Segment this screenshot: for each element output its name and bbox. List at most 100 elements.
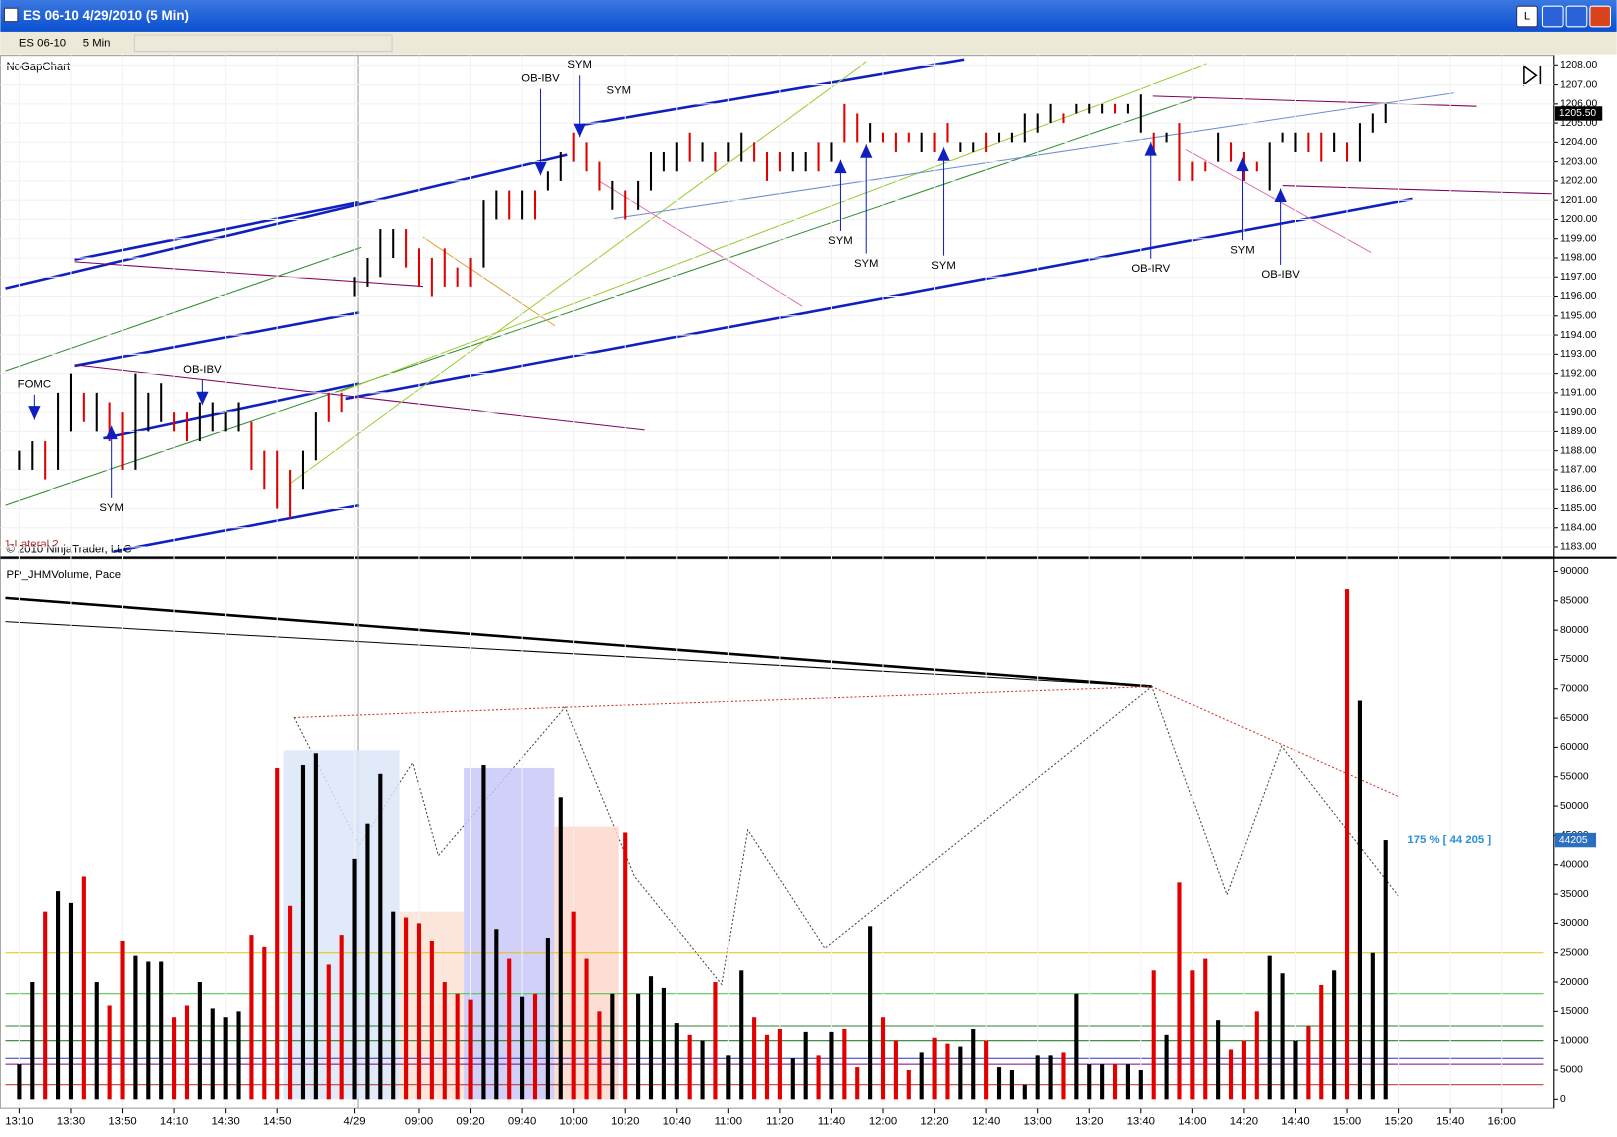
volume-bar (984, 1040, 989, 1100)
x-tick-label: 09:40 (508, 1116, 536, 1128)
toolbar-icons[interactable] (133, 34, 393, 53)
volume-bar (1061, 1052, 1066, 1100)
volume-bar (1164, 1034, 1169, 1100)
trend-line (613, 92, 1454, 220)
volume-bar (1267, 955, 1272, 1100)
trend-line (345, 197, 1413, 401)
close-button[interactable] (1589, 5, 1611, 28)
volume-bar (288, 905, 293, 1100)
volume-bar (1306, 1026, 1311, 1100)
y-tick-label: 1184.00 (1560, 522, 1597, 533)
y-tick-label: 1203.00 (1560, 156, 1597, 167)
volume-bar (30, 982, 35, 1100)
trend-line (1152, 95, 1477, 107)
instrument-selector[interactable]: ES 06-10 (19, 37, 66, 49)
volume-bar (726, 1055, 731, 1100)
x-tick-label: 14:40 (1281, 1116, 1309, 1128)
x-tick-label: 13:20 (1075, 1116, 1103, 1128)
volume-bar (1383, 840, 1388, 1100)
y-tick-label: 65000 (1560, 713, 1589, 724)
x-tick-label: 11:40 (818, 1116, 846, 1128)
y-tick-label: 1196.00 (1560, 291, 1597, 302)
volume-bar (275, 767, 280, 1100)
volume-bar (803, 1031, 808, 1100)
volume-bar (661, 987, 666, 1100)
volume-bar (829, 1031, 834, 1100)
annotation: OB-IBV (1261, 269, 1300, 281)
x-tick-label: 14:30 (211, 1116, 239, 1128)
volume-bar (17, 1064, 22, 1100)
volume-bar (700, 1040, 705, 1100)
trend-line (577, 58, 965, 128)
x-tick-label: 11:20 (766, 1116, 794, 1128)
volume-trend-line (5, 596, 1152, 688)
price-panel (0, 55, 1555, 558)
trend-line (288, 61, 867, 485)
x-tick-label: 12:00 (869, 1116, 897, 1128)
period-selector[interactable]: 5 Min (83, 37, 111, 49)
y-tick-label: 1193.00 (1560, 349, 1597, 360)
volume-bar (893, 1040, 898, 1100)
volume-bar (571, 911, 576, 1100)
volume-bar (816, 1055, 821, 1100)
volume-bar (1241, 1040, 1246, 1100)
x-tick-label: 10:40 (663, 1116, 691, 1128)
pace-line (293, 685, 1400, 986)
volume-bar (236, 1011, 241, 1100)
maximize-button[interactable] (1565, 5, 1588, 28)
annotation-arrowhead (534, 161, 547, 176)
volume-bar (300, 765, 306, 1100)
volume-bar (507, 958, 512, 1100)
volume-bar (790, 1058, 795, 1100)
y-tick-label: 20000 (1560, 977, 1589, 988)
annotation: SYM (99, 502, 124, 514)
volume-bar (532, 993, 538, 1100)
annotation: SYM (567, 59, 592, 71)
x-tick-label: 16:00 (1488, 1116, 1516, 1128)
trend-line (74, 311, 360, 368)
minimize-button[interactable] (1541, 5, 1564, 28)
scroll-to-end[interactable] (1523, 64, 1542, 87)
y-tick-label: 1194.00 (1560, 330, 1597, 341)
trend-line (340, 63, 1207, 393)
annotation-arrowhead (1144, 142, 1157, 156)
volume-bar (223, 1017, 228, 1100)
volume-bar (1190, 970, 1195, 1100)
volume-bar (958, 1046, 963, 1100)
volume-bar (249, 935, 254, 1100)
last-price-label: 1205.50 (1559, 108, 1596, 119)
volume-bar (868, 926, 873, 1100)
x-tick-label: 14:50 (263, 1116, 291, 1128)
strategy-label: 1-Lateral 2 (4, 538, 58, 550)
l-button-label[interactable]: L (1524, 10, 1530, 22)
volume-bar (739, 970, 744, 1100)
volume-bar (932, 1037, 937, 1100)
y-tick-label: 75000 (1560, 654, 1589, 665)
volume-bar (1344, 589, 1350, 1100)
volume-bar (442, 982, 447, 1100)
volume-bar (1151, 970, 1156, 1100)
annotation: SYM (854, 258, 879, 270)
l-button[interactable] (1516, 5, 1538, 28)
volume-bar (1100, 1064, 1105, 1100)
volume-bar (623, 832, 628, 1100)
volume-bar (945, 1043, 950, 1100)
y-tick-label: 15000 (1560, 1006, 1589, 1017)
volume-bar (558, 797, 563, 1100)
volume-bar (391, 911, 396, 1100)
volume-bar (133, 955, 138, 1100)
y-tick-label: 40000 (1560, 859, 1589, 870)
x-tick-label: 13:30 (57, 1116, 85, 1128)
volume-bar (313, 753, 318, 1100)
y-tick-label: 1204.00 (1560, 137, 1597, 148)
volume-bar (1293, 1040, 1298, 1100)
last-volume-label: 44205 (1559, 835, 1588, 846)
volume-bar (1087, 1064, 1092, 1100)
volume-bar (1009, 1070, 1014, 1100)
volume-bar (996, 1067, 1002, 1100)
volume-bar (262, 946, 267, 1100)
volume-bar (197, 982, 202, 1100)
x-tick-label: 15:20 (1384, 1116, 1412, 1128)
volume-bar (1074, 993, 1079, 1100)
